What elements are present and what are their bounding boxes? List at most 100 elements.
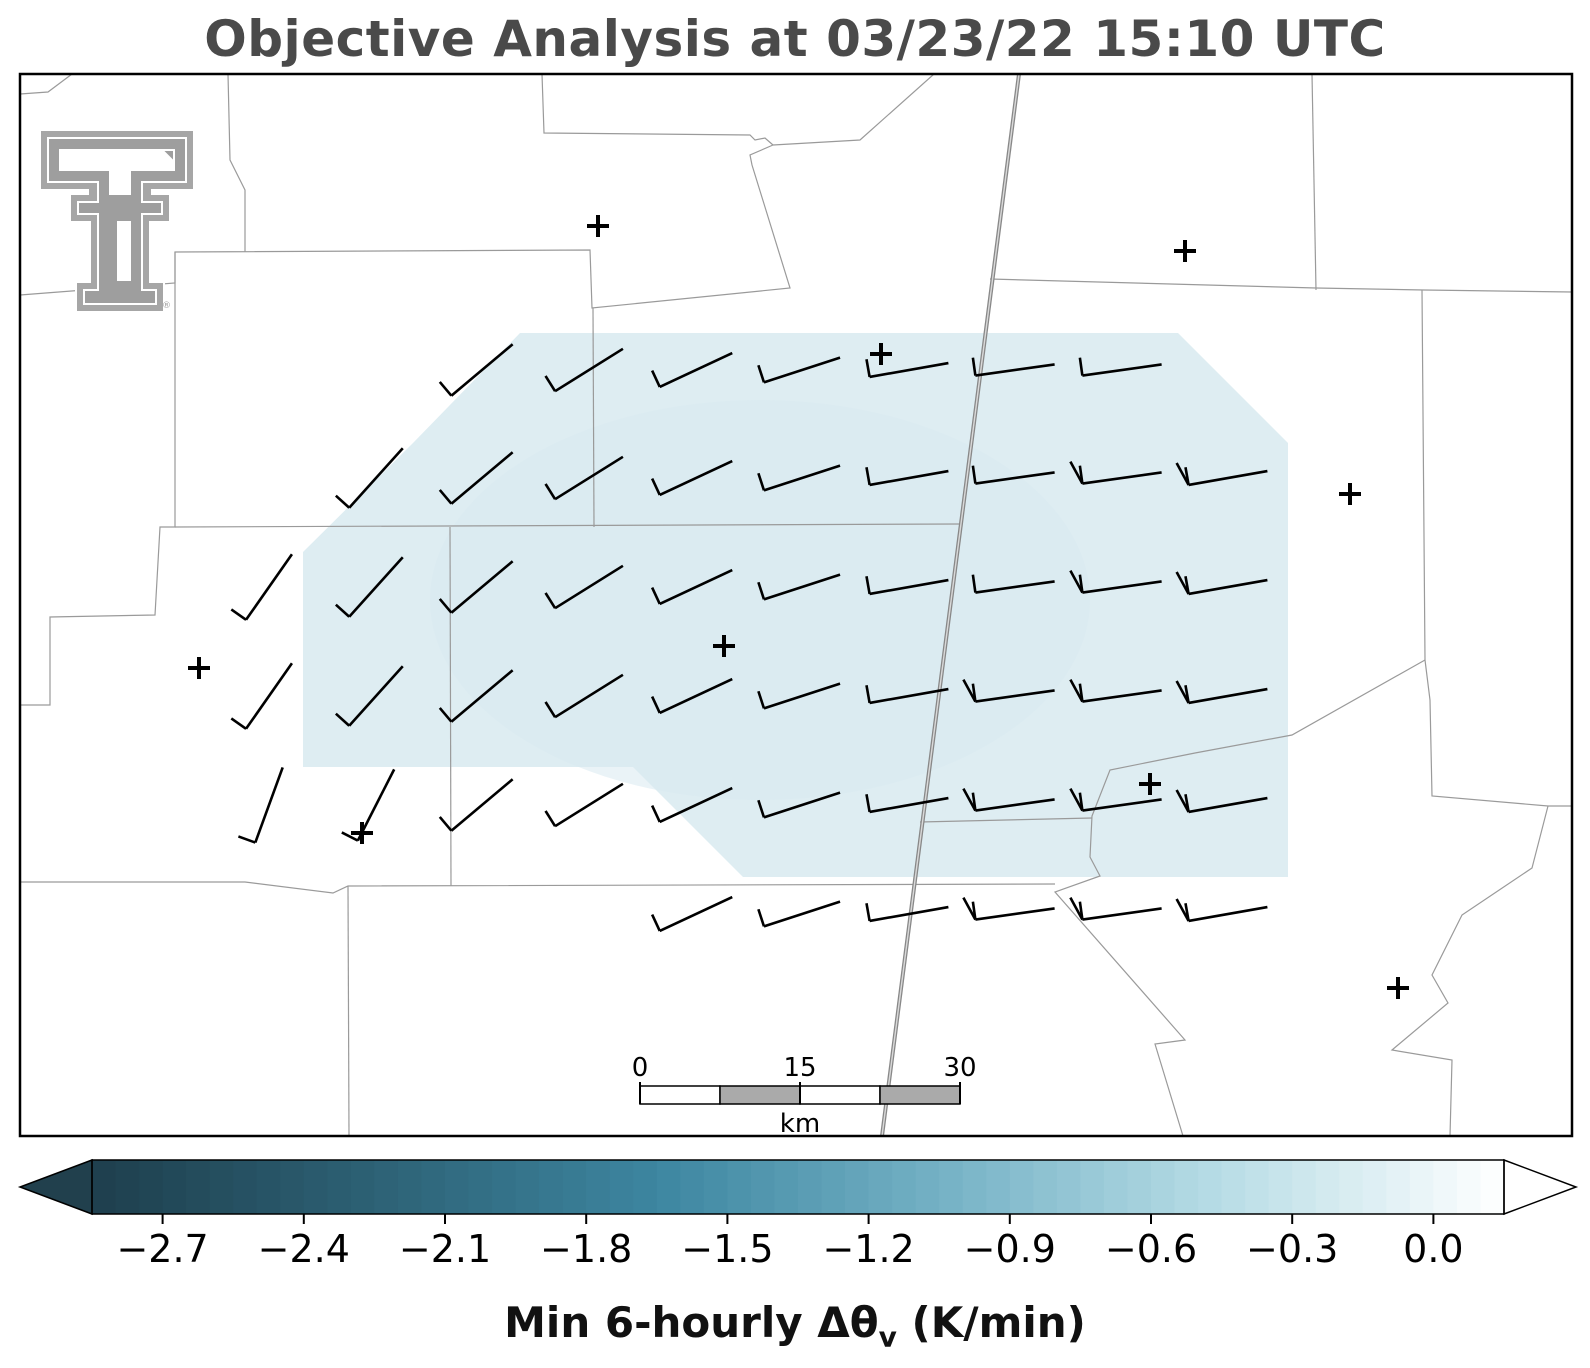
wind-barb-feather [1069, 787, 1084, 812]
wind-barb-feather [1175, 789, 1190, 813]
wind-barb-feather [1069, 896, 1084, 921]
colorbar-cell [92, 1160, 117, 1214]
colorbar-cell [280, 1160, 305, 1214]
wind-barb [865, 575, 949, 596]
scale-label-30: 30 [943, 1053, 976, 1083]
scale-seg [639, 1085, 721, 1105]
colorbar-cell [115, 1160, 140, 1214]
wind-barb [757, 573, 841, 601]
colorbar-cell [186, 1160, 211, 1214]
colorbar-cell [209, 1160, 234, 1214]
wind-barb [650, 786, 733, 824]
station-marker [1174, 240, 1196, 262]
wind-barb-feather [1175, 680, 1190, 704]
wind-barb [865, 902, 949, 923]
county-line [449, 526, 452, 887]
colorbar-cell [750, 1160, 776, 1214]
scale-seg [879, 1085, 961, 1105]
station-marker [1339, 483, 1361, 505]
colorbar-label-sub: v [878, 1320, 897, 1354]
wind-barb [1078, 357, 1162, 377]
station-markers [188, 215, 1409, 999]
wind-barb-feather [962, 896, 977, 921]
scale-unit: km [780, 1109, 820, 1139]
wind-barb-feather [1069, 569, 1084, 594]
colorbar-frame [91, 1159, 1505, 1215]
colorbar-cell [539, 1160, 564, 1214]
colorbar-tick-label: −2.7 [116, 1227, 208, 1271]
colorbar-cell [609, 1160, 634, 1214]
wind-barb [334, 665, 404, 727]
colorbar-cell [892, 1160, 917, 1214]
colorbar-cell [492, 1160, 517, 1214]
colorbar-cell [798, 1160, 823, 1214]
colorbar-cell [1245, 1160, 1270, 1214]
analysis-shading [303, 333, 1288, 877]
scale-bar: 0 15 30 km [632, 1053, 977, 1139]
colorbar-max-extend [1503, 1158, 1579, 1216]
colorbar-cell [1033, 1160, 1058, 1214]
station-marker [188, 657, 210, 679]
colorbar-cell [1409, 1160, 1434, 1214]
wind-barb [757, 356, 841, 384]
scale-seg [799, 1085, 881, 1105]
colorbar-cell [727, 1160, 752, 1214]
wind-barb-feather [1069, 460, 1084, 485]
wind-barb [438, 560, 514, 614]
colorbar-cell [1268, 1160, 1293, 1214]
colorbar-cell [139, 1160, 164, 1214]
county-line [772, 74, 935, 146]
wind-barb [334, 556, 404, 618]
logo-stem-highlight [117, 221, 131, 281]
colorbar-cell [1433, 1160, 1458, 1214]
station-marker [870, 343, 892, 365]
wind-barb [650, 677, 733, 715]
colorbar-tick-label: −2.4 [258, 1227, 350, 1271]
wind-barb [237, 766, 284, 844]
colorbar-cell [233, 1160, 258, 1214]
station-marker [587, 215, 609, 237]
wind-barb [865, 358, 949, 379]
colorbar-label-main: Min 6-hourly Δθ [504, 1298, 879, 1347]
colorbar-cell [845, 1160, 870, 1214]
colorbar-tick-label: −2.1 [399, 1227, 491, 1271]
county-line [227, 74, 246, 252]
colorbar-cell [939, 1160, 964, 1214]
colorbar-cell [633, 1160, 658, 1214]
colorbar-cell [1339, 1160, 1364, 1214]
colorbar-cell [327, 1160, 352, 1214]
colorbar-cell [1456, 1160, 1482, 1214]
colorbar-cell [1362, 1160, 1387, 1214]
colorbar-cell [656, 1160, 681, 1214]
county-line [592, 307, 595, 528]
texas-tech-double-t-logo: ® [39, 129, 195, 313]
station-marker [713, 635, 735, 657]
county-line [1311, 74, 1317, 291]
wind-barb [230, 662, 294, 730]
station-marker [1387, 977, 1409, 999]
colorbar-cell [1009, 1160, 1034, 1214]
map-panel: ® 0 15 30 km [18, 72, 1574, 1139]
colorbar-tick-label: −1.2 [822, 1227, 914, 1271]
wind-barb-feather [1175, 462, 1190, 486]
colorbar-cell [562, 1160, 587, 1214]
colorbar-cell [1127, 1160, 1152, 1214]
wind-barb [971, 357, 1055, 377]
colorbar-cell [1080, 1160, 1105, 1214]
colorbar-tick-label: −0.3 [1246, 1227, 1338, 1271]
colorbar-cell [1151, 1160, 1176, 1214]
colorbar-cell [915, 1160, 940, 1214]
colorbar-cell [680, 1160, 705, 1214]
county-line [174, 523, 961, 528]
county-line [1390, 805, 1549, 1136]
wind-barb [650, 568, 733, 606]
colorbar-cell [1480, 1160, 1505, 1214]
colorbar-tick-label: −0.9 [964, 1227, 1056, 1271]
wind-barb [757, 900, 841, 928]
colorbar-cell [962, 1160, 987, 1214]
wind-barb [650, 895, 733, 933]
colorbar-cell [1103, 1160, 1129, 1214]
wind-barb [650, 459, 733, 497]
colorbar-cell [256, 1160, 281, 1214]
colorbar-cells [92, 1160, 1505, 1214]
